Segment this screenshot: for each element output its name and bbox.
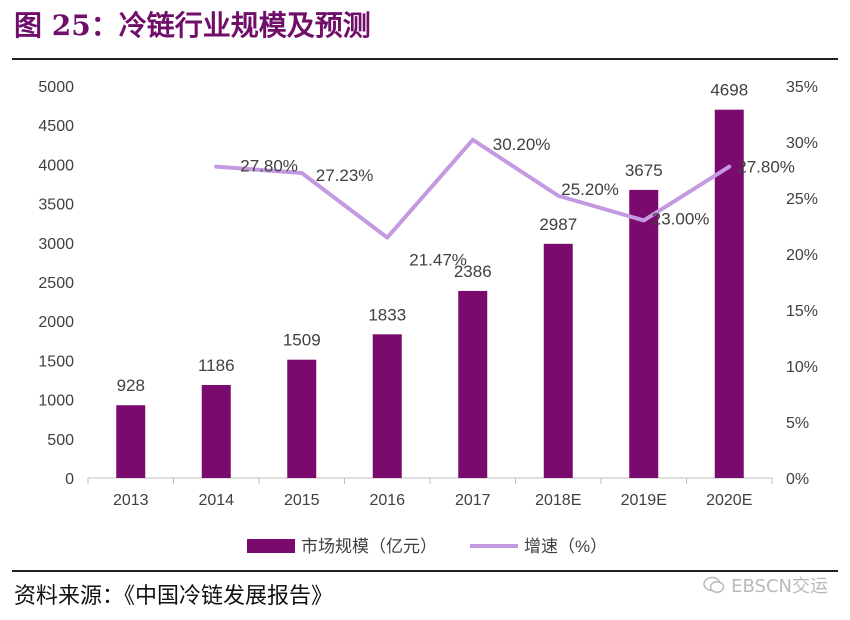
bar-value-label: 928 [117,376,145,395]
bar-2018E [543,243,573,478]
bar-value-label: 1833 [368,305,406,324]
bar-2017 [458,290,488,478]
bar-2014 [201,385,231,478]
legend-bar-swatch [247,539,295,553]
x-tick-label: 2016 [369,492,405,509]
growth-line [214,137,732,240]
x-tick-label: 2018E [535,492,581,509]
watermark: EBSCN交运 [703,572,828,598]
bar-value-label: 1186 [198,356,235,375]
x-tick-label: 2020E [706,492,752,509]
x-tick-label: 2015 [284,492,320,509]
combo-chart: 0 500 1000 1500 2000 2500 3000 3500 4000 4500 5000… [38,79,818,556]
y-left-tick-label: 5000 [38,79,74,96]
growth-value-label: 21.47% [409,251,467,270]
y-right-tick-label: 35% [786,79,818,96]
x-tick-label: 2014 [198,492,234,509]
y-right-tick-label: 20% [786,247,818,264]
bar-value-label: 2386 [454,262,492,281]
x-tick-label: 2017 [455,492,491,509]
y-left-tick-label: 3000 [38,236,74,253]
watermark-text: EBSCN交运 [731,576,828,597]
y-right-tick-label: 0% [786,471,809,488]
x-tick-label: 2013 [113,492,149,509]
y-right-tick-label: 10% [786,359,818,376]
bar-2015 [287,359,317,478]
bar-value-label: 2987 [539,215,577,234]
growth-value-label: 27.80% [240,157,298,176]
y-left-tick-label: 2500 [38,275,74,292]
y-left-tick-label: 4000 [38,157,74,174]
y-left-tick-label: 500 [47,432,74,449]
bar-2016 [372,334,402,478]
top-rule [12,58,838,60]
y-left-tick-label: 1000 [38,393,74,410]
legend-bar-label: 市场规模（亿元） [301,537,437,556]
growth-value-label: 30.20% [493,135,551,154]
y-right-tick-label: 5% [786,415,809,432]
bar-value-label: 3675 [625,161,663,180]
y-right-tick-label: 30% [786,135,818,152]
y-right-tick-label: 25% [786,191,818,208]
legend-line-label: 增速（%） [524,537,607,556]
y-left-tick-label: 1500 [38,353,74,370]
y-left-tick-label: 2000 [38,314,74,331]
y-left-tick-label: 3500 [38,197,74,214]
bar-value-label: 1509 [283,331,321,350]
wechat-icon [703,576,725,593]
y-left-tick-label: 0 [65,471,74,488]
y-right-tick-label: 15% [786,303,818,320]
growth-value-label: 27.23% [316,166,374,185]
growth-value-label: 27.80% [737,158,795,177]
growth-value-label: 23.00% [652,209,710,228]
x-tick-label: 2019E [621,492,667,509]
growth-value-label: 25.20% [561,180,619,199]
source-note: 资料来源：《中国冷链发展报告》 [14,584,334,609]
figure-title: 图 25：冷链行业规模及预测 [14,9,371,42]
bar-2013 [116,405,146,478]
bottom-rule [12,570,838,572]
y-left-tick-label: 4500 [38,118,74,135]
bar-2019E [629,189,659,478]
bar-value-label: 4698 [710,81,748,100]
